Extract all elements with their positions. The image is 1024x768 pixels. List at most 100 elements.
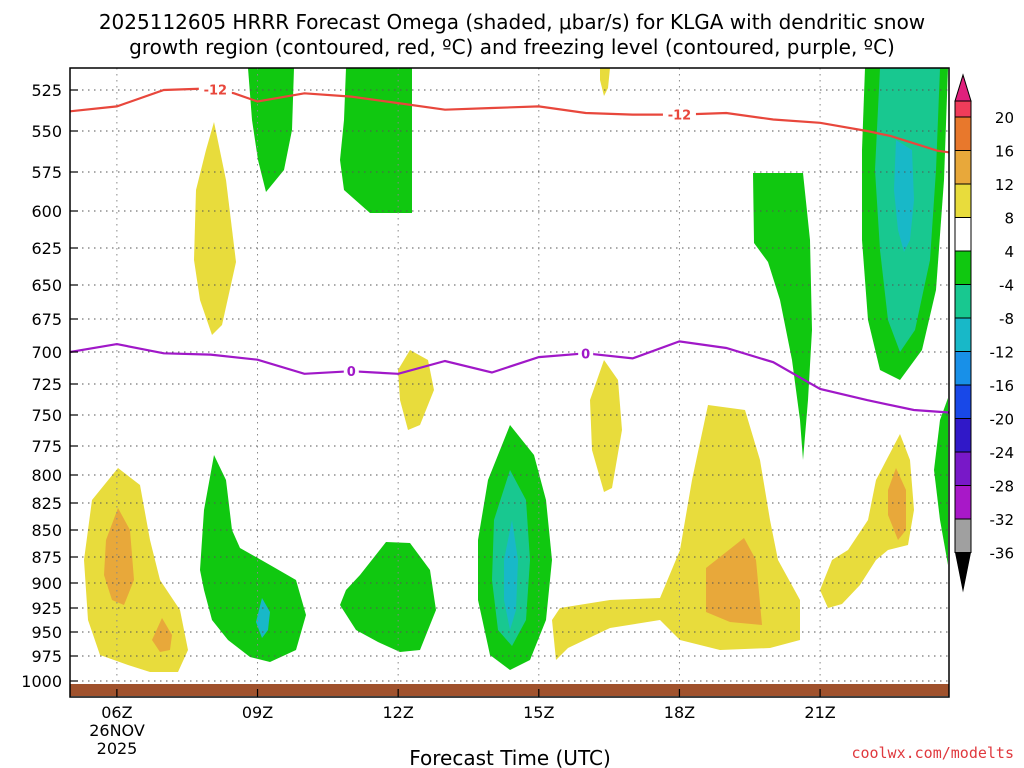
y-tick-label: 575	[31, 163, 62, 182]
omega-region-yellow	[600, 68, 610, 96]
omega-region-orange	[888, 468, 906, 540]
credit-text: coolwx.com/modelts	[851, 744, 1014, 762]
chart-title-line1: 2025112605 HRRR Forecast Omega (shaded, …	[99, 10, 925, 34]
isotherm-minus12-label: -12	[668, 109, 692, 124]
colorbar-swatch	[954, 451, 972, 486]
colorbar-bottom-arrow	[955, 552, 971, 593]
colorbar-tick-label: 8	[1004, 210, 1014, 228]
y-tick-label: 675	[31, 310, 62, 329]
colorbar: 20 16 12 8 4 -4 -8 -12 -16 -20 -24 -28 -32 -36	[954, 73, 1015, 593]
omega-region-green	[200, 455, 306, 662]
colorbar-swatch	[954, 518, 972, 553]
colorbar-tick-label: -24	[990, 444, 1015, 462]
colorbar-swatch	[954, 250, 972, 285]
omega-region-green	[340, 542, 436, 652]
isotherm-minus12-line	[70, 87, 949, 154]
omega-region-green	[340, 68, 412, 213]
colorbar-tick-label: 4	[1004, 243, 1014, 261]
x-tick-label: 21Z	[804, 703, 835, 722]
y-tick-label: 650	[31, 276, 62, 295]
omega-region-yellow	[552, 405, 800, 660]
colorbar-swatch	[954, 150, 972, 185]
isotherm-minus12-label-bg	[662, 106, 696, 123]
colorbar-top-arrow	[954, 73, 972, 102]
omega-region-yellow	[820, 434, 914, 608]
colorbar-swatch	[954, 351, 972, 386]
isotherm-0-label-bg	[578, 345, 594, 362]
colorbar-tick-label: -28	[990, 478, 1015, 496]
colorbar-tick-label: -32	[990, 511, 1015, 529]
colorbar-tick-label: -20	[990, 411, 1015, 429]
y-tick-label: 700	[31, 343, 62, 362]
y-tick-label: 1000	[21, 672, 62, 691]
colorbar-tick-label: -16	[990, 377, 1015, 395]
colorbar-tick-label: 12	[995, 176, 1014, 194]
gridlines	[70, 68, 949, 697]
omega-region-cyan	[256, 598, 270, 638]
y-tick-label: 900	[31, 574, 62, 593]
y-tick-label: 775	[31, 437, 62, 456]
x-tick-label: 06Z	[101, 703, 132, 722]
y-tick-label: 525	[31, 81, 62, 100]
y-tick-label: 925	[31, 599, 62, 618]
colorbar-tick-label: -12	[990, 344, 1015, 362]
contour-lines: -12 -12 0 0	[70, 81, 949, 414]
x-axis-label: Forecast Time (UTC)	[409, 746, 611, 768]
y-tick-label: 800	[31, 466, 62, 485]
y-tick-label: 750	[31, 406, 62, 425]
y-tick-label: 550	[31, 122, 62, 141]
omega-region-orange	[152, 618, 172, 652]
isotherm-minus12-label-bg	[198, 81, 232, 98]
y-tick-label: 950	[31, 623, 62, 642]
omega-region-yellow	[194, 122, 236, 335]
date-label-year: 2025	[97, 739, 138, 758]
y-tick-label: 875	[31, 548, 62, 567]
date-label-day: 26NOV	[89, 721, 145, 740]
omega-region-yellow	[398, 350, 434, 430]
colorbar-swatch	[954, 384, 972, 419]
omega-shading	[84, 68, 948, 672]
omega-region-orange	[706, 538, 762, 625]
omega-region-cyan	[504, 520, 518, 630]
colorbar-swatch	[954, 317, 972, 352]
colorbar-tick-label: -36	[990, 545, 1015, 563]
colorbar-swatch	[954, 116, 972, 151]
colorbar-swatch	[954, 485, 972, 520]
omega-region-yellow	[590, 360, 622, 492]
y-axis-ticks: 525 550 575 600 625 650 675 700 725 750 775 800 825 8…	[21, 81, 78, 691]
isotherm-minus12-label: -12	[204, 83, 228, 98]
chart-title-line2: growth region (contoured, red, ºC) and f…	[129, 35, 895, 59]
y-tick-label: 975	[31, 647, 62, 666]
y-tick-label: 600	[31, 202, 62, 221]
isotherm-0-label: 0	[347, 365, 356, 380]
omega-region-green	[753, 173, 812, 460]
colorbar-swatch	[954, 183, 972, 218]
isotherm-0-line	[70, 340, 949, 414]
x-axis-ticks: 06Z 09Z 12Z 15Z 18Z 21Z	[101, 689, 836, 722]
colorbar-swatch	[954, 217, 972, 252]
colorbar-tick-label: 20	[995, 109, 1014, 127]
isotherm-0-label-bg	[343, 363, 359, 380]
x-tick-label: 15Z	[523, 703, 554, 722]
plot-frame	[69, 67, 950, 698]
omega-region-green	[934, 398, 948, 565]
x-tick-label: 09Z	[242, 703, 273, 722]
colorbar-swatch	[954, 284, 972, 319]
colorbar-tick-label: -8	[999, 310, 1014, 328]
ground-surface	[70, 684, 949, 696]
colorbar-tick-label: -4	[999, 277, 1014, 295]
y-tick-label: 825	[31, 494, 62, 513]
y-tick-label: 850	[31, 521, 62, 540]
colorbar-swatch	[954, 100, 972, 118]
x-tick-label: 12Z	[382, 703, 413, 722]
isotherm-0-label: 0	[581, 347, 590, 362]
x-tick-label: 18Z	[664, 703, 695, 722]
omega-region-yellow	[84, 468, 188, 672]
colorbar-tick-label: 16	[995, 143, 1014, 161]
colorbar-swatch	[954, 418, 972, 453]
omega-region-cyan	[894, 140, 914, 252]
y-tick-label: 725	[31, 375, 62, 394]
omega-region-green	[248, 68, 294, 192]
y-tick-label: 625	[31, 239, 62, 258]
